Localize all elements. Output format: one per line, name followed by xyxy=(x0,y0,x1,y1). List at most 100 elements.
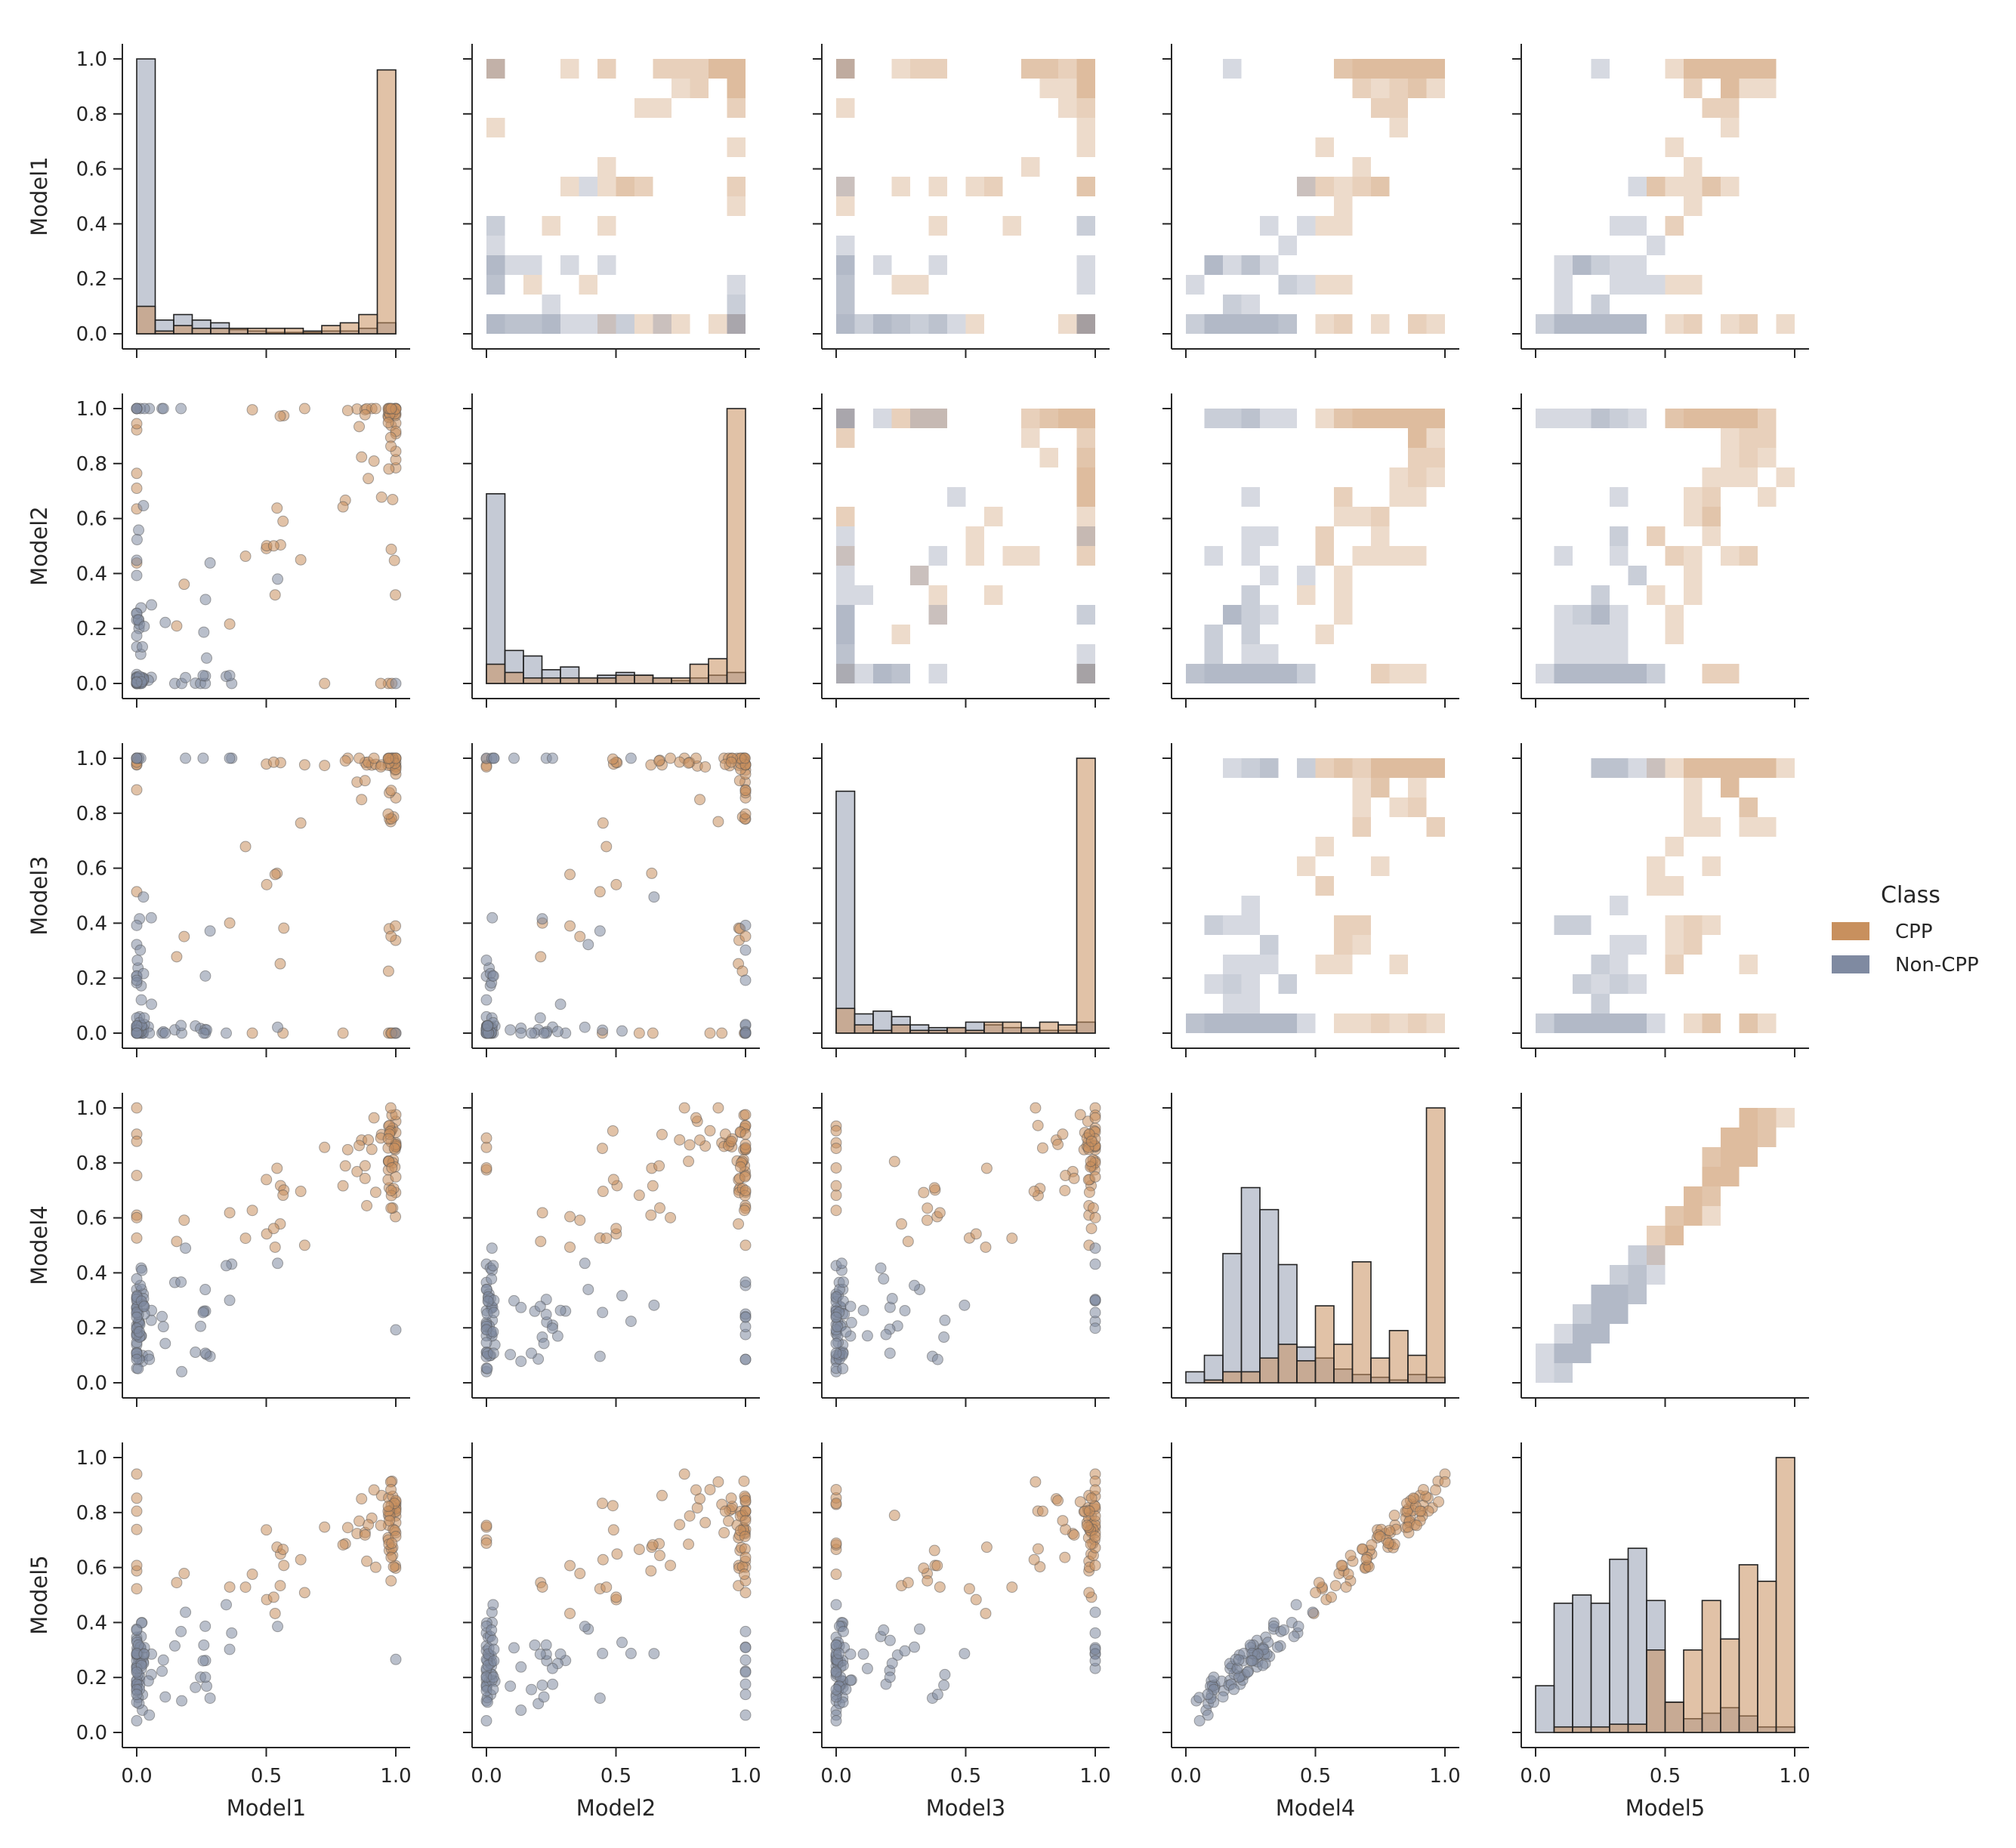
hist2d-cell-Model2-Model1-10_0_CPP xyxy=(671,314,690,334)
scatter-point-Model1-Model5-108 xyxy=(221,1599,233,1611)
scatter-point-Model2-Model5-67 xyxy=(739,1515,752,1527)
hist2d-cell-Model4-Model3-10_8_CPP xyxy=(1371,856,1390,876)
scatter-point-Model1-Model2-79 xyxy=(295,554,307,566)
scatter-point-Model1-Model4-5 xyxy=(351,1165,363,1177)
y-axis-title-Model5: Model5 xyxy=(26,1555,52,1635)
hist-bar-cpp-Model1-6 xyxy=(247,327,267,335)
hist2d-cell-Model3-Model1-3_13_CPP xyxy=(891,59,910,79)
hist2d-cell-Model3-Model1-5_0_Non-CPP xyxy=(928,314,947,334)
hist2d-cell-Model2-Model1-0_13_Non-CPP xyxy=(486,59,505,79)
scatter-point-Model2-Model5-135 xyxy=(505,1680,517,1692)
hist2d-cell-Model5-Model2-8_8_CPP xyxy=(1684,507,1703,526)
scatter-point-Model1-Model3-65 xyxy=(246,1027,258,1039)
hist2d-cell-Model5-Model4-5_5_Non-CPP xyxy=(1628,1265,1647,1285)
scatter-point-Model2-Model5-74 xyxy=(480,1537,492,1549)
scatter-point-Model2-Model5-138 xyxy=(739,1642,752,1654)
hist2d-cell-Model5-Model2-4_6_Non-CPP xyxy=(1610,546,1629,566)
scatter-point-Model2-Model5-71 xyxy=(536,1581,548,1593)
hist2d-cell-Model5-Model2-2_3_Non-CPP xyxy=(1573,605,1591,625)
scatter-point-Model3-Model4-137 xyxy=(938,1331,950,1344)
scatter-point-Model1-Model3-153 xyxy=(204,925,216,937)
hist2d-cell-Model5-Model3-5_2_Non-CPP xyxy=(1628,974,1647,994)
hist2d-cell-Model5-Model4-12_12_CPP xyxy=(1758,1128,1777,1147)
scatter-point-Model3-Model5-73 xyxy=(830,1498,842,1510)
y-tick-label-Model3-2: 0.4 xyxy=(76,912,107,935)
scatter-point-Model2-Model4-17 xyxy=(574,1214,586,1226)
scatter-point-Model3-Model5-154 xyxy=(884,1671,896,1683)
scatter-point-Model3-Model5-71 xyxy=(934,1581,946,1593)
hist2d-cell-Model4-Model3-12_0_CPP xyxy=(1408,1013,1427,1033)
hist2d-cell-Model2-Model1-6_0_Non-CPP xyxy=(597,314,616,334)
scatter-point-Model3-Model4-100 xyxy=(875,1262,887,1274)
scatter-point-Model3-Model4-58 xyxy=(922,1202,934,1214)
scatter-point-Model1-Model4-158 xyxy=(138,1300,150,1313)
scatter-point-Model2-Model5-150 xyxy=(597,1647,609,1659)
hist2d-cell-Model4-Model3-9_13_CPP xyxy=(1352,758,1371,778)
hist2d-cell-Model5-Model3-4_2_Non-CPP xyxy=(1610,974,1629,994)
scatter-point-Model1-Model3-134 xyxy=(175,1020,187,1032)
hist2d-cell-Model3-Model2-13_13_CPP xyxy=(1076,409,1095,428)
scatter-point-Model4-Model5-154 xyxy=(1208,1671,1220,1683)
scatter-point-Model4-Model5-57 xyxy=(1335,1560,1348,1572)
scatter-point-Model3-Model4-57 xyxy=(1089,1211,1101,1223)
scatter-point-Model2-Model5-108 xyxy=(487,1599,499,1611)
scatter-point-Model1-Model2-43 xyxy=(277,515,289,527)
scatter-point-Model3-Model5-44 xyxy=(1030,1476,1042,1488)
hist2d-cell-Model5-Model1-8_6_CPP xyxy=(1684,196,1703,216)
hist-bar-cpp-Model3-11 xyxy=(1039,1021,1059,1034)
hist2d-cell-Model3-Model2-5_0_Non-CPP xyxy=(928,664,947,683)
scatter-point-Model1-Model5-78 xyxy=(131,1492,143,1504)
hist2d-cell-Model3-Model2-8_4_CPP xyxy=(984,585,1003,605)
scatter-point-Model3-Model4-55 xyxy=(918,1186,930,1199)
scatter-point-Model2-Model3-3 xyxy=(716,1027,728,1039)
hist2d-cell-Model5-Model2-1_13_Non-CPP xyxy=(1554,409,1573,428)
hist2d-cell-Model4-Model1-8_0_CPP xyxy=(1334,314,1353,334)
scatter-point-Model1-Model2-20 xyxy=(269,589,281,601)
scatter-point-Model4-Model5-100 xyxy=(1288,1630,1300,1643)
hist-bar-cpp-Model1-0 xyxy=(136,305,156,335)
hist2d-cell-Model5-Model2-10_10_CPP xyxy=(1721,467,1740,487)
hist2d-cell-Model3-Model2-7_7_CPP xyxy=(965,526,984,546)
hist2d-cell-Model4-Model3-3_2_Non-CPP xyxy=(1241,974,1260,994)
hist2d-cell-Model5-Model2-9_10_CPP xyxy=(1702,467,1721,487)
hist2d-cell-Model3-Model2-10_6_CPP xyxy=(1021,546,1040,566)
hist2d-cell-Model4-Model2-11_6_CPP xyxy=(1389,546,1408,566)
hist2d-cell-Model2-Model1-1_3_Non-CPP xyxy=(505,255,523,275)
hist-bar-cpp-Model5-5 xyxy=(1627,1723,1647,1733)
scatter-point-Model3-Model4-47 xyxy=(1089,1112,1101,1124)
hist-bar-cpp-Model3-12 xyxy=(1057,1024,1078,1034)
y-tick-label-Model3-1: 0.2 xyxy=(76,967,107,990)
scatter-point-Model2-Model3-137 xyxy=(536,913,548,925)
hist2d-cell-Model4-Model3-12_11_CPP xyxy=(1408,798,1427,817)
scatter-point-Model1-Model3-155 xyxy=(159,1027,171,1039)
hist2d-cell-Model3-Model1-13_3_Non-CPP xyxy=(1076,255,1095,275)
hist2d-cell-Model5-Model2-11_13_CPP xyxy=(1739,409,1758,428)
hist2d-cell-Model4-Model2-4_0_Non-CPP xyxy=(1260,664,1279,683)
scatter-point-Model2-Model4-38 xyxy=(653,1160,665,1172)
scatter-point-Model1-Model2-46 xyxy=(385,440,397,452)
scatter-point-Model1-Model5-39 xyxy=(353,1515,366,1527)
scatter-point-Model1-Model5-142 xyxy=(390,1653,402,1665)
hist2d-cell-Model4-Model3-9_0_CPP xyxy=(1352,1013,1371,1033)
scatter-point-Model2-Model3-155 xyxy=(538,1027,550,1039)
scatter-point-Model3-Model4-159 xyxy=(1089,1307,1101,1319)
scatter-point-Model1-Model5-12 xyxy=(341,1522,353,1534)
hist2d-cell-Model5-Model4-3_4_Non-CPP xyxy=(1591,1285,1610,1304)
hist2d-cell-Model4-Model3-2_3_Non-CPP xyxy=(1223,955,1242,974)
hist2d-cell-Model5-Model1-10_13_CPP xyxy=(1721,59,1740,79)
hist2d-cell-Model4-Model2-12_10_CPP xyxy=(1408,467,1427,487)
hist-bar-noncpp-Model3-2 xyxy=(872,1010,893,1034)
scatter-point-Model2-Model4-131 xyxy=(551,1330,563,1342)
hist2d-cell-Model5-Model4-4_4_Non-CPP xyxy=(1610,1285,1629,1304)
scatter-point-Model1-Model4-12 xyxy=(341,1143,353,1155)
hist2d-cell-Model5-Model1-11_0_CPP xyxy=(1739,314,1758,334)
hist2d-cell-Model2-Model1-5_0_Non-CPP xyxy=(579,314,597,334)
scatter-point-Model2-Model4-23 xyxy=(733,1218,745,1230)
hist2d-cell-Model3-Model2-8_8_CPP xyxy=(984,507,1003,526)
y-tick-label-Model5-4: 0.8 xyxy=(76,1502,107,1525)
legend-label-cpp: CPP xyxy=(1895,921,1933,943)
scatter-point-Model3-Model4-32 xyxy=(1083,1186,1095,1199)
hist2d-cell-Model5-Model1-1_0_Non-CPP xyxy=(1554,314,1573,334)
scatter-point-Model1-Model5-94 xyxy=(226,1627,238,1639)
hist2d-cell-Model5-Model1-0_0_Non-CPP xyxy=(1536,314,1554,334)
